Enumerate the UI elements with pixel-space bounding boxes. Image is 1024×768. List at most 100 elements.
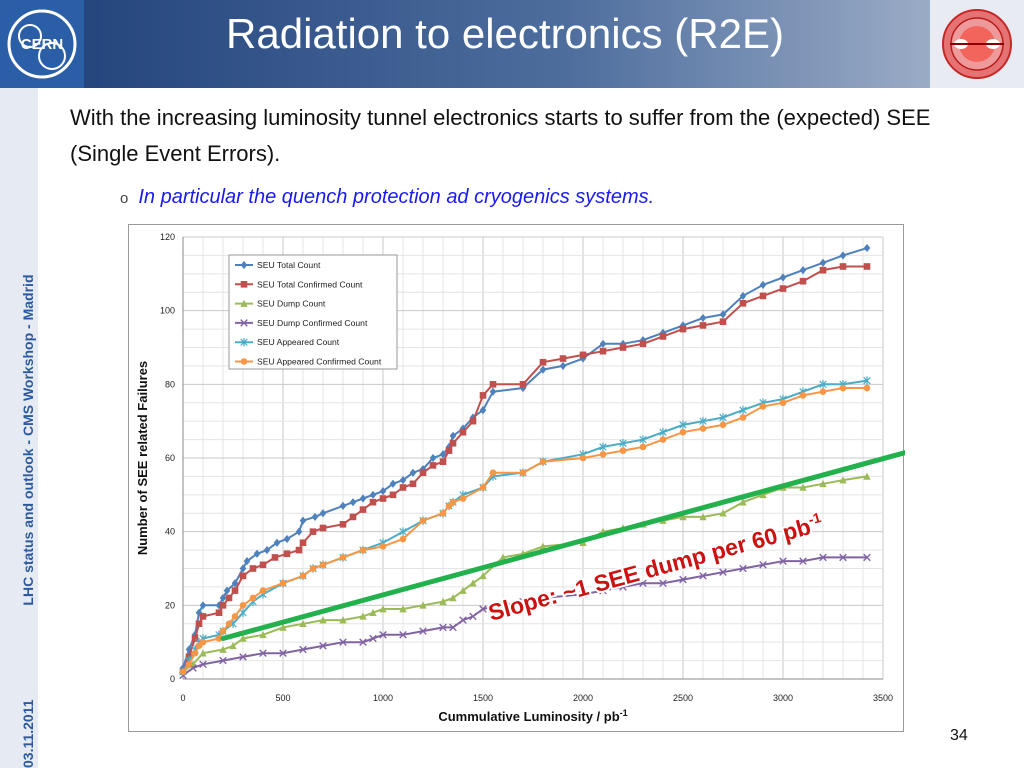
data-point bbox=[179, 668, 187, 675]
data-point bbox=[699, 425, 707, 432]
title-bar: CERN Radiation to electronics (R2E) bbox=[0, 0, 1024, 88]
data-point bbox=[699, 313, 707, 323]
legend-item: SEU Dump Confirmed Count bbox=[235, 318, 368, 328]
data-point bbox=[679, 420, 687, 430]
data-point bbox=[579, 590, 587, 599]
data-point bbox=[389, 491, 397, 499]
slide-title: Radiation to electronics (R2E) bbox=[226, 10, 784, 57]
data-point bbox=[239, 608, 247, 617]
data-point bbox=[219, 602, 227, 609]
data-point bbox=[739, 414, 747, 421]
data-point bbox=[499, 553, 507, 561]
data-point bbox=[409, 468, 417, 477]
data-point bbox=[439, 458, 447, 465]
data-point bbox=[225, 620, 233, 628]
data-point bbox=[619, 583, 627, 591]
x-axis-label-sup: -1 bbox=[620, 708, 628, 718]
data-point bbox=[223, 586, 231, 595]
slope-annotation-sup: -1 bbox=[806, 509, 822, 528]
data-point bbox=[479, 392, 487, 399]
data-point bbox=[659, 328, 667, 337]
data-point bbox=[369, 490, 377, 499]
data-point bbox=[719, 509, 727, 517]
data-point bbox=[243, 557, 251, 566]
data-point bbox=[799, 392, 807, 399]
data-point bbox=[839, 251, 847, 260]
data-point bbox=[309, 528, 317, 535]
data-point bbox=[199, 601, 207, 610]
data-point bbox=[359, 612, 367, 620]
data-point bbox=[249, 594, 257, 602]
data-point bbox=[399, 631, 407, 639]
data-point bbox=[239, 564, 247, 573]
data-point bbox=[619, 447, 627, 454]
x-tick-label: 3500 bbox=[873, 693, 893, 703]
data-point bbox=[863, 376, 871, 385]
data-point bbox=[195, 620, 203, 628]
data-point bbox=[219, 656, 227, 665]
data-point bbox=[619, 344, 627, 351]
see-failures-chart: 0 500 1000 1500 2000 2500 3000 3500 0 20 40 60 80 100… bbox=[135, 232, 905, 724]
data-point bbox=[679, 325, 687, 333]
side-strip: 03.11.2011 LHC status and outlook - CMS … bbox=[0, 88, 38, 768]
data-point bbox=[449, 439, 457, 447]
data-point bbox=[379, 631, 387, 639]
data-point bbox=[819, 380, 827, 389]
data-point bbox=[759, 292, 767, 300]
data-point bbox=[799, 557, 807, 565]
data-point bbox=[409, 480, 417, 488]
data-point bbox=[579, 351, 587, 359]
data-point bbox=[719, 310, 727, 319]
data-point bbox=[319, 561, 327, 569]
data-point bbox=[359, 638, 367, 646]
data-point bbox=[699, 416, 707, 426]
data-point bbox=[799, 483, 807, 491]
data-point bbox=[309, 565, 317, 572]
x-tick-label: 2500 bbox=[673, 693, 693, 703]
series-4 bbox=[179, 553, 871, 680]
data-point bbox=[319, 616, 327, 624]
data-point bbox=[459, 428, 467, 436]
page-number: 34 bbox=[950, 727, 968, 744]
data-point bbox=[359, 506, 367, 513]
data-point bbox=[295, 527, 303, 536]
data-point bbox=[719, 318, 727, 326]
data-point bbox=[339, 554, 347, 561]
data-point bbox=[839, 263, 847, 270]
data-point bbox=[819, 479, 827, 488]
x-axis-label: Cummulative Luminosity / pb-1 bbox=[438, 708, 627, 724]
data-point bbox=[559, 361, 567, 371]
x-tick-label: 3000 bbox=[773, 693, 793, 703]
legend-item: SEU Appeared Confirmed Count bbox=[235, 357, 382, 367]
data-point bbox=[283, 550, 291, 558]
data-point bbox=[679, 575, 687, 584]
data-point bbox=[240, 319, 248, 327]
data-point bbox=[259, 649, 267, 658]
data-point bbox=[263, 545, 271, 555]
data-point bbox=[519, 469, 527, 477]
data-point bbox=[240, 337, 248, 347]
y-tick-label: 20 bbox=[165, 600, 175, 610]
data-point bbox=[240, 358, 248, 365]
data-point bbox=[359, 546, 367, 554]
data-point bbox=[215, 601, 223, 610]
data-point bbox=[839, 384, 847, 392]
y-axis-label: Number of SEE related Failures bbox=[135, 361, 150, 555]
data-point bbox=[240, 281, 248, 288]
legend-item: SEU Total Confirmed Count bbox=[235, 279, 363, 289]
data-point bbox=[299, 619, 307, 628]
legend: SEU Total Count SEU Total Confirmed Count… bbox=[228, 254, 398, 370]
data-point bbox=[369, 498, 377, 506]
series-6 bbox=[179, 384, 871, 675]
legend-label: SEU Total Confirmed Count bbox=[257, 279, 363, 289]
data-point bbox=[219, 645, 227, 653]
data-point bbox=[229, 641, 237, 650]
data-point bbox=[429, 453, 437, 463]
data-point bbox=[469, 417, 477, 425]
data-point bbox=[619, 438, 627, 448]
x-tick-label: 1000 bbox=[373, 693, 393, 703]
data-point bbox=[719, 568, 727, 576]
data-point bbox=[469, 579, 477, 587]
data-point bbox=[799, 266, 807, 275]
data-point bbox=[799, 277, 807, 285]
